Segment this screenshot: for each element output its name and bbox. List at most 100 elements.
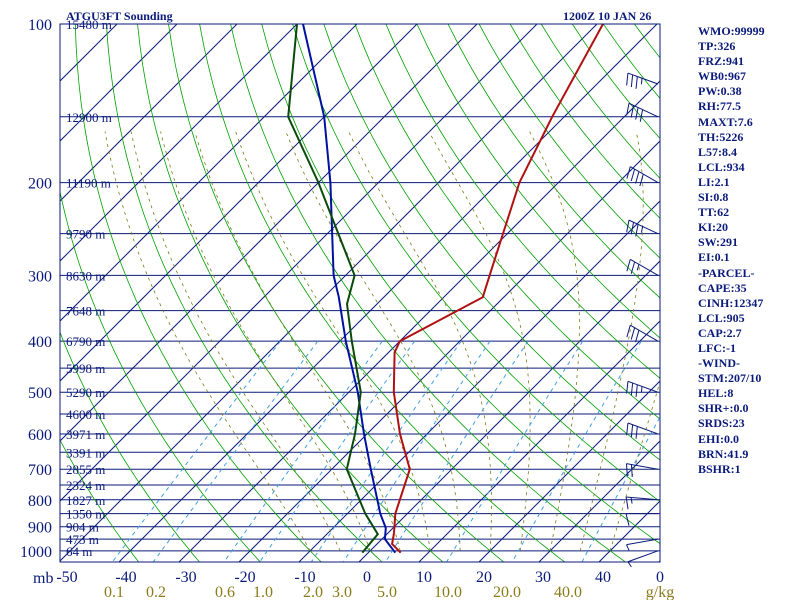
wind-barb-flag bbox=[630, 327, 636, 340]
wind-barb-half-flag bbox=[640, 226, 644, 233]
isotherm-line bbox=[538, 440, 660, 562]
pressure-tick-label: 400 bbox=[28, 334, 52, 351]
isotherm-line bbox=[60, 24, 478, 442]
isotherm-line bbox=[60, 24, 238, 202]
pressure-tick-label: 600 bbox=[28, 427, 52, 444]
wind-barb-flag bbox=[630, 168, 636, 182]
temperature-tick-label: 10 bbox=[416, 569, 432, 586]
wind-barb-flag bbox=[630, 74, 634, 88]
temperature-tick-label: -10 bbox=[294, 569, 315, 586]
stat-item: TH:5226 bbox=[698, 129, 744, 144]
dry-adiabat-line bbox=[292, 24, 660, 503]
stat-item: MAXT:7.6 bbox=[698, 114, 753, 129]
wind-barb-half-flag bbox=[630, 497, 633, 504]
stat-item: STM:207/10 bbox=[698, 371, 762, 386]
wind-barb-flag bbox=[626, 325, 631, 338]
stat-item: CAP:2.7 bbox=[698, 325, 742, 340]
chart-profiles bbox=[287, 24, 604, 554]
wind-barb-flag bbox=[635, 330, 640, 343]
dry-adiabat-line bbox=[385, 24, 660, 379]
height-label: 2324 m bbox=[66, 478, 105, 493]
height-label: 3391 m bbox=[66, 445, 105, 460]
stat-item: SHR+:0.0 bbox=[698, 401, 749, 416]
parcel-trace-line bbox=[302, 24, 397, 554]
height-label: 5998 m bbox=[66, 361, 105, 376]
wind-barb-flag bbox=[635, 107, 639, 120]
temperature-line bbox=[391, 24, 604, 554]
stat-item: EHI:0.0 bbox=[698, 431, 740, 446]
dry-adiabat-line bbox=[478, 24, 660, 259]
temperature-tick-label: -20 bbox=[234, 569, 255, 586]
temperature-tick-label: -50 bbox=[56, 569, 77, 586]
wind-barb-staff bbox=[630, 166, 659, 184]
stat-item: HEL:8 bbox=[698, 386, 734, 401]
wind-barb-flag bbox=[635, 224, 639, 237]
dry-adiabat-line bbox=[571, 24, 660, 140]
height-label: 1350 m bbox=[66, 507, 105, 522]
dry-adiabat-line bbox=[230, 24, 626, 562]
stat-item: EI:0.1 bbox=[698, 250, 730, 265]
isotherm-line bbox=[478, 380, 660, 562]
mixing-ratio-line bbox=[310, 340, 462, 562]
stat-item: BSHR:1 bbox=[698, 461, 741, 476]
dry-adiabat-line bbox=[106, 24, 383, 562]
dry-adiabat-line bbox=[60, 331, 200, 562]
mixing-ratio-line bbox=[111, 340, 281, 562]
wind-barb-flag bbox=[630, 105, 635, 118]
mixing-ratio-line bbox=[446, 340, 584, 562]
dewpoint-line bbox=[287, 24, 380, 554]
wind-barb-half-flag bbox=[640, 386, 643, 393]
stat-item: LCL:905 bbox=[698, 310, 745, 325]
stat-item: -PARCEL- bbox=[698, 265, 755, 280]
temperature-tick-label: -30 bbox=[175, 569, 196, 586]
wind-barb-staff bbox=[627, 550, 659, 563]
wind-barb-flag bbox=[639, 173, 644, 187]
height-label: 2855 m bbox=[66, 462, 105, 477]
temperature-tick-label: 30 bbox=[535, 569, 551, 586]
height-label: 8630 m bbox=[66, 268, 105, 283]
wind-barbs bbox=[625, 72, 659, 568]
wind-barb-flag bbox=[625, 513, 630, 526]
chart-title: ATGU3FT Sounding bbox=[66, 9, 173, 23]
mixing-ratio-tick-label: 3.0 bbox=[332, 584, 352, 600]
mixing-ratio-tick-label: 0.2 bbox=[146, 584, 166, 600]
dry-adiabat-line bbox=[60, 189, 261, 562]
dry-adiabat-line bbox=[759, 24, 800, 562]
stat-item: LCL:934 bbox=[698, 159, 745, 174]
wind-barb-flag bbox=[630, 424, 634, 438]
height-label: 15480 m bbox=[66, 17, 112, 32]
mixing-ratio-tick-label: 40.0 bbox=[554, 584, 582, 600]
moist-adiabat-line bbox=[194, 131, 401, 551]
isotherm-line bbox=[60, 24, 358, 322]
wind-barb-flag bbox=[630, 464, 633, 477]
dry-adiabat-line bbox=[261, 24, 660, 545]
height-label: 64 m bbox=[66, 544, 92, 559]
wind-barb-flag bbox=[639, 109, 644, 122]
wind-barb-flag bbox=[635, 171, 640, 184]
wind-barb-flag bbox=[625, 463, 628, 477]
stat-item: BRN:41.9 bbox=[698, 446, 749, 461]
mixing-ratio-tick-label: 2.0 bbox=[303, 584, 323, 600]
temperature-tick-label: 0 bbox=[656, 569, 664, 586]
stat-item: LI:2.1 bbox=[698, 174, 730, 189]
height-label: 6790 m bbox=[66, 334, 105, 349]
pressure-tick-label: 700 bbox=[28, 462, 52, 479]
temperature-tick-label: 20 bbox=[476, 569, 492, 586]
wind-barb-half-flag bbox=[636, 264, 640, 271]
mixing-ratio-line bbox=[152, 340, 319, 562]
mixing-ratio-line bbox=[342, 340, 491, 562]
height-label: 904 m bbox=[66, 520, 99, 535]
mixing-ratio-tick-label: 0.6 bbox=[215, 584, 235, 600]
mixing-ratio-line bbox=[511, 340, 642, 562]
wind-barb-flag bbox=[630, 261, 636, 274]
wind-barb-staff bbox=[626, 538, 659, 546]
stat-item: PW:0.38 bbox=[698, 84, 742, 99]
stat-item: -WIND- bbox=[698, 356, 740, 371]
stat-item: LFC:-1 bbox=[698, 340, 736, 355]
wind-barb-flag bbox=[625, 496, 629, 510]
temperature-tick-label: 0 bbox=[363, 569, 371, 586]
isotherm-line bbox=[358, 260, 660, 562]
stat-item: CAPE:35 bbox=[698, 280, 747, 295]
moist-adiabat-line bbox=[160, 131, 371, 551]
